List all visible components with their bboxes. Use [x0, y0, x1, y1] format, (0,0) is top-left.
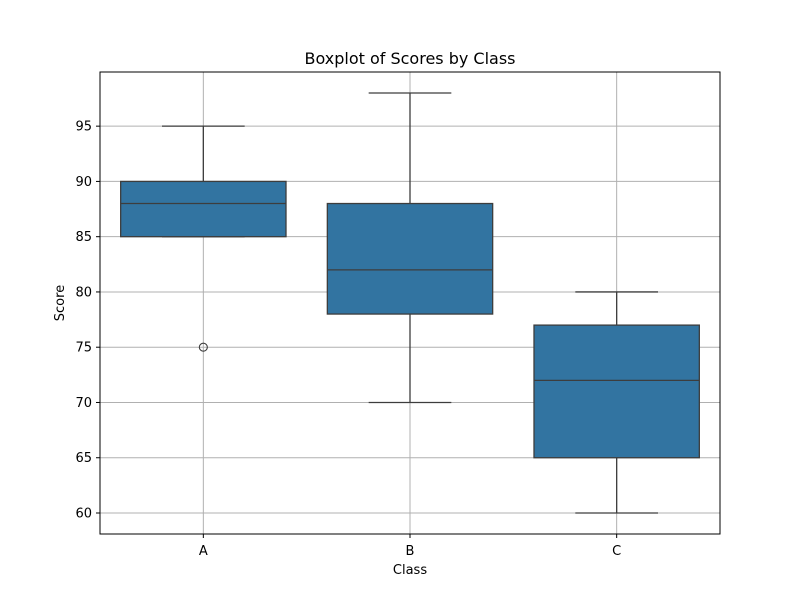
box-group-a	[120, 125, 287, 352]
box-group-b	[326, 92, 494, 404]
y-tick-label: 80	[75, 285, 92, 300]
box-layer	[120, 92, 700, 514]
box-iqr	[326, 202, 494, 315]
box-iqr	[533, 324, 700, 459]
y-tick-label: 65	[75, 451, 92, 466]
x-tick-label: C	[612, 544, 621, 559]
x-axis-label: Class	[393, 563, 427, 578]
y-tick-label: 60	[75, 507, 92, 522]
y-tick-label: 70	[75, 396, 92, 411]
box-iqr	[120, 180, 287, 238]
y-tick-label: 90	[75, 175, 92, 190]
chart-title: Boxplot of Scores by Class	[304, 49, 515, 68]
tick-layer: 60 65 70 75 80 85 90 95 A B C	[75, 120, 621, 559]
y-tick-label: 75	[75, 341, 92, 356]
y-tick-label: 95	[75, 120, 92, 135]
y-axis-label: Score	[53, 285, 68, 321]
x-tick-label: B	[406, 544, 415, 559]
x-tick-label: A	[199, 544, 208, 559]
outlier-point	[198, 342, 208, 352]
y-tick-label: 85	[75, 230, 92, 245]
box-group-c	[533, 291, 700, 514]
